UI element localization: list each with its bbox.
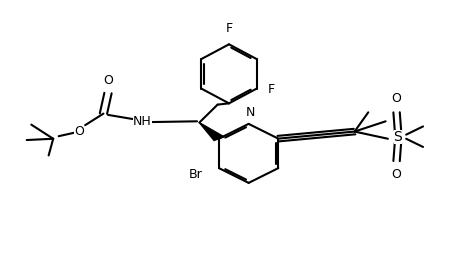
Text: F: F	[268, 83, 275, 96]
Text: Br: Br	[189, 168, 203, 181]
Text: N: N	[246, 106, 256, 119]
Text: O: O	[74, 125, 84, 138]
Text: F: F	[225, 22, 233, 35]
Text: O: O	[392, 168, 402, 181]
Text: O: O	[392, 92, 402, 105]
Text: S: S	[393, 130, 402, 144]
Text: O: O	[103, 74, 113, 87]
Text: NH: NH	[133, 115, 152, 128]
Polygon shape	[199, 123, 224, 141]
